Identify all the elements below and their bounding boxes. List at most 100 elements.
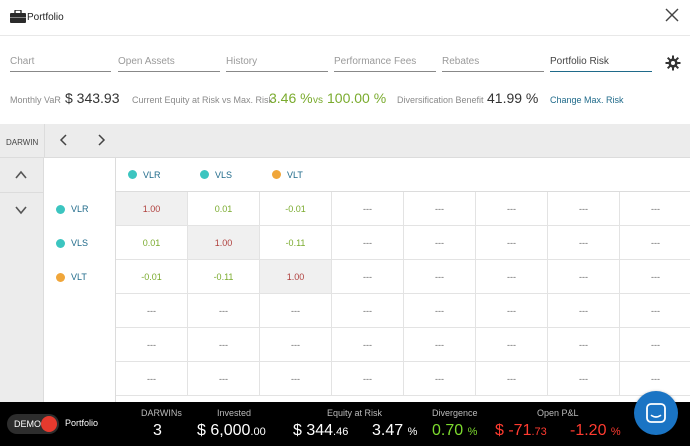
- max-risk-value: 100.00 %: [327, 90, 387, 106]
- matrix-cell: ---: [332, 260, 404, 294]
- equity-pct-unit: %: [407, 426, 418, 438]
- divergence-label: Divergence: [432, 408, 478, 418]
- vlt-color-dot: [272, 170, 281, 179]
- briefcase-icon: [10, 10, 26, 23]
- tab-open-assets[interactable]: Open Assets: [118, 54, 220, 72]
- pnl-amount: $ -71: [495, 422, 532, 439]
- matrix-cell: ---: [548, 192, 620, 226]
- matrix-cell: 0.01: [188, 192, 260, 226]
- close-icon[interactable]: [664, 7, 680, 23]
- chevron-left-icon[interactable]: [57, 133, 71, 147]
- invested-value: $ 6,000.00: [197, 422, 266, 440]
- equity-vs-label: vs: [313, 95, 323, 106]
- equity-at-risk-value: 3.46 %: [269, 90, 313, 106]
- tab-rebates[interactable]: Rebates: [442, 54, 544, 72]
- chevron-down-icon[interactable]: [14, 203, 28, 217]
- row-headers: [44, 158, 116, 402]
- diversification-value: 41.99 %: [487, 90, 539, 106]
- matrix-cell: ---: [620, 260, 690, 294]
- matrix-cell: ---: [476, 192, 548, 226]
- toolbar-divider: [44, 124, 45, 158]
- matrix-cell: ---: [548, 362, 620, 396]
- matrix-cell: ---: [620, 226, 690, 260]
- matrix-cell: ---: [476, 226, 548, 260]
- darwins-value: 3: [153, 422, 162, 439]
- demo-label: DEMO: [14, 419, 41, 429]
- chat-icon: [646, 403, 666, 423]
- row-header-label: VLS: [71, 238, 89, 248]
- matrix-cell: ---: [476, 294, 548, 328]
- matrix-cell: ---: [332, 226, 404, 260]
- equity-amount: $ 344: [293, 422, 334, 439]
- matrix-cell: ---: [332, 328, 404, 362]
- matrix-cell: 0.01: [116, 226, 188, 260]
- column-header-label: VLS: [215, 169, 233, 180]
- portfolio-label: Portfolio: [65, 418, 99, 428]
- demo-toggle[interactable]: DEMO: [7, 414, 59, 434]
- account-footer: DEMO Portfolio DARWINs 3 Invested $ 6,00…: [0, 402, 690, 446]
- matrix-cell: ---: [260, 362, 332, 396]
- row-header-label: VLT: [71, 272, 87, 282]
- matrix-cell: ---: [116, 362, 188, 396]
- matrix-cell: ---: [188, 362, 260, 396]
- matrix-cell: -0.11: [188, 260, 260, 294]
- row-header-vls[interactable]: VLS: [56, 226, 88, 260]
- matrix-cell: ---: [116, 328, 188, 362]
- matrix-cell: ---: [404, 260, 476, 294]
- row-header-vlt[interactable]: VLT: [56, 260, 87, 294]
- monthly-var-value: $ 343.93: [65, 90, 120, 106]
- monthly-var-label: Monthly VaR: [10, 95, 61, 105]
- chevron-right-icon[interactable]: [94, 133, 108, 147]
- divergence-unit: %: [467, 426, 478, 438]
- darwins-label: DARWINs: [141, 408, 182, 418]
- matrix-cell: ---: [548, 260, 620, 294]
- row-header-vlr[interactable]: VLR: [56, 192, 89, 226]
- correlation-matrix: DARWIN VLR VLS VLT: [0, 124, 690, 402]
- equity-at-risk-footer-label: Equity at Risk: [327, 408, 383, 418]
- tab-history[interactable]: History: [226, 54, 328, 72]
- matrix-cell: ---: [548, 226, 620, 260]
- column-header-vlr[interactable]: VLR: [128, 170, 200, 180]
- tab-chart[interactable]: Chart: [10, 54, 111, 72]
- divergence-number: 0.70: [432, 422, 464, 439]
- vls-color-dot: [200, 170, 209, 179]
- equity-at-risk-footer-value: $ 344.46: [293, 422, 348, 440]
- matrix-cell: ---: [332, 294, 404, 328]
- diversification-label: Diversification Benefit: [397, 95, 484, 105]
- matrix-cell: ---: [188, 328, 260, 362]
- matrix-cell: -0.11: [260, 226, 332, 260]
- open-pnl-value: $ -71.73: [495, 422, 547, 440]
- equity-at-risk-label: Current Equity at Risk vs Max. Risk: [132, 95, 274, 105]
- matrix-cell: -0.01: [116, 260, 188, 294]
- column-header-vlt[interactable]: VLT: [272, 170, 344, 180]
- open-pnl-label: Open P&L: [537, 408, 579, 418]
- matrix-cell: 1.00: [188, 226, 260, 260]
- matrix-cell: ---: [476, 328, 548, 362]
- change-max-risk-link[interactable]: Change Max. Risk: [550, 95, 624, 105]
- row-header-label: VLR: [71, 204, 89, 214]
- column-header-label: VLT: [287, 169, 303, 180]
- matrix-cell: 1.00: [260, 260, 332, 294]
- invested-label: Invested: [217, 408, 252, 418]
- matrix-cell: ---: [548, 328, 620, 362]
- equity-pct-number: 3.47: [372, 422, 404, 439]
- vlr-color-dot: [128, 170, 137, 179]
- column-header-label: VLR: [143, 169, 161, 180]
- column-header-vls[interactable]: VLS: [200, 170, 272, 180]
- matrix-cell: ---: [620, 192, 690, 226]
- toggle-knob: [41, 416, 57, 432]
- chevron-up-icon[interactable]: [14, 168, 28, 182]
- darwin-label: DARWIN: [6, 138, 39, 147]
- tab-performance-fees[interactable]: Performance Fees: [334, 54, 436, 72]
- matrix-cell: ---: [548, 294, 620, 328]
- window-title: Portfolio: [27, 12, 64, 23]
- chat-button[interactable]: [634, 391, 678, 435]
- matrix-cell: ---: [332, 362, 404, 396]
- gear-icon[interactable]: [665, 55, 681, 71]
- matrix-cell: ---: [476, 362, 548, 396]
- tab-portfolio-risk[interactable]: Portfolio Risk: [550, 54, 652, 72]
- matrix-cell: ---: [188, 294, 260, 328]
- row-scroll-controls: [0, 158, 44, 402]
- open-pnl-pct: -1.20 %: [570, 422, 621, 440]
- matrix-cell: ---: [620, 328, 690, 362]
